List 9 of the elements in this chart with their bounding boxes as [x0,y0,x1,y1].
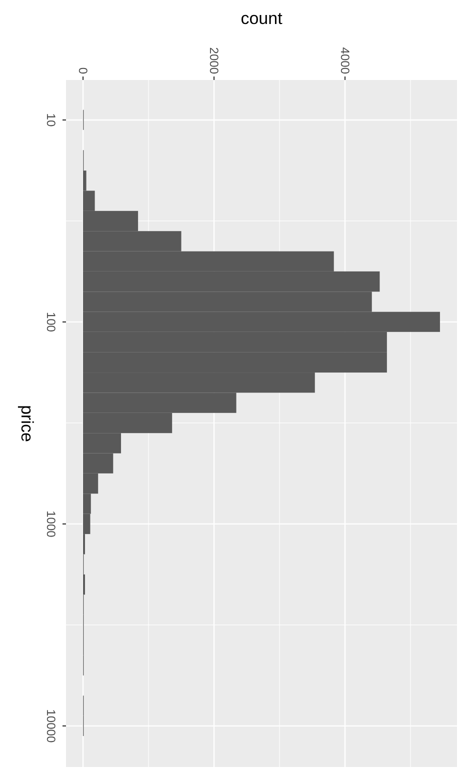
x-tick-label: 2000 [207,47,222,74]
y-tick-label: 1000 [44,510,58,538]
x-tick-label: 4000 [338,47,352,74]
y-tick-label: 10000 [44,709,58,743]
y-axis-title: price [18,405,36,442]
y-tick-label: 10 [44,113,58,127]
x-tick-label: 0 [76,67,90,74]
x-axis-title: count [240,9,283,28]
y-tick-label: 100 [44,312,58,332]
